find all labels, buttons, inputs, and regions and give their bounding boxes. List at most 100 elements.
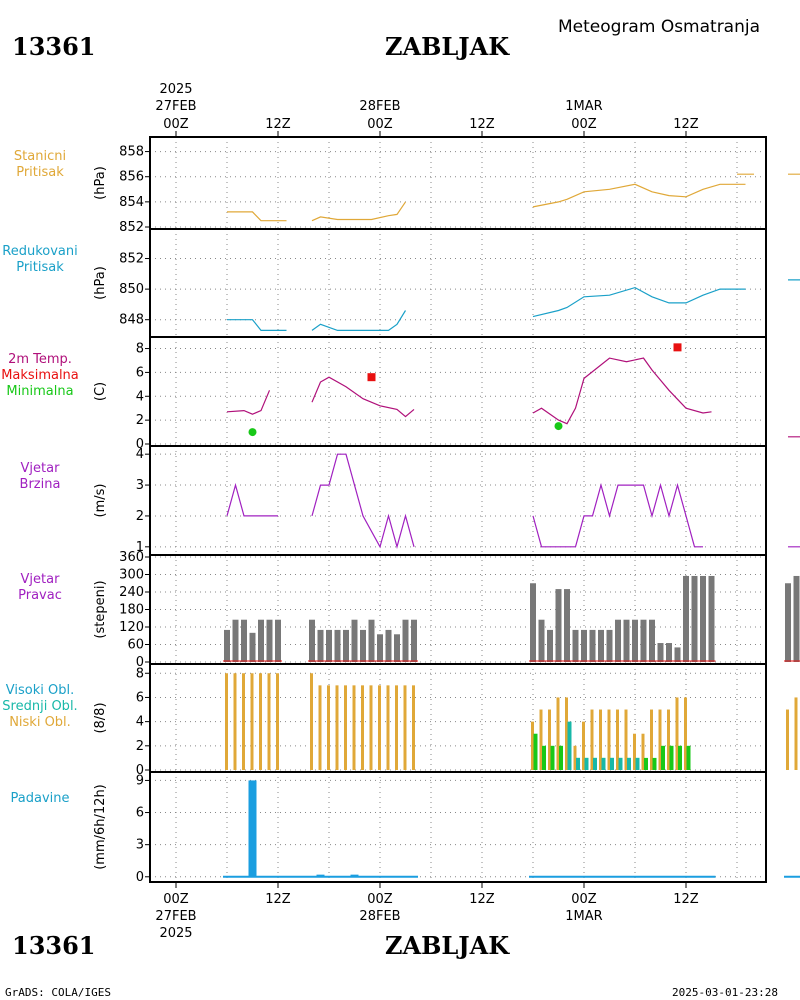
cloud-bar-orange: [259, 673, 262, 770]
y-tick-label: 6: [136, 690, 144, 705]
wind-direction-bar: [241, 619, 247, 662]
y-tick-label: 8: [136, 342, 144, 357]
series-line-p4: [788, 546, 800, 548]
wind-direction-bar: [360, 629, 366, 662]
wind-direction-bar: [674, 647, 681, 662]
y-tick-label: 850: [119, 282, 144, 297]
y-tick-label: 6: [136, 365, 144, 380]
cloud-bar-orange: [250, 673, 254, 770]
cloud-bar-teal: [593, 757, 597, 770]
y-tick-label: 2: [136, 509, 144, 524]
x-hour-label-top: 12Z: [673, 117, 699, 132]
panel-title-p3: Minimalna: [6, 384, 73, 399]
series-line-p3: [532, 357, 712, 425]
panel-title-p5: Vjetar: [21, 572, 61, 587]
cloud-bar-orange: [675, 697, 679, 770]
cloud-bar-orange: [267, 673, 271, 770]
cloud-bar-orange: [548, 709, 551, 770]
y-tick-label: 852: [119, 252, 144, 267]
x-hour-label-top: 00Z: [367, 117, 393, 132]
wind-direction-bar: [589, 629, 596, 662]
cloud-bar-orange: [242, 673, 245, 770]
cloud-bar-orange: [650, 709, 653, 770]
precip-bar: [350, 874, 359, 877]
x-date-label-bottom: 1MAR: [565, 909, 602, 924]
series-line-p2: [532, 286, 746, 318]
y-tick-label: 4: [136, 447, 144, 462]
y-tick-label: 854: [119, 195, 144, 210]
wind-direction-bar: [657, 643, 664, 662]
footer-credit: GrADS: COLA/IGES: [5, 986, 111, 999]
cloud-bar-orange: [369, 685, 373, 770]
x-hour-label-bottom: 00Z: [367, 892, 393, 907]
wind-direction-bar: [555, 589, 562, 662]
cloud-bar-orange: [395, 685, 398, 770]
panel-title-p6: Visoki Obl.: [6, 683, 74, 698]
cloud-bar-orange: [565, 697, 568, 770]
cloud-bar-green: [652, 757, 657, 770]
cloud-bar-orange: [386, 685, 390, 770]
y-tick-label: 0: [136, 655, 144, 670]
cloud-bar-orange: [276, 673, 279, 770]
wind-direction-bar: [632, 619, 638, 662]
x-hour-label-bottom: 12Z: [469, 892, 495, 907]
wind-direction-bar: [623, 619, 630, 662]
wind-direction-bar: [530, 583, 536, 662]
y-tick-label: 848: [119, 313, 144, 328]
wind-direction-bar: [564, 589, 570, 662]
cloud-bar-green: [669, 745, 674, 770]
cloud-bar-orange: [786, 709, 789, 770]
cloud-bar-orange: [582, 721, 585, 770]
wind-direction-bar: [700, 575, 706, 662]
wind-direction-bar: [785, 583, 791, 662]
y-tick-label: 120: [119, 620, 144, 635]
series-line-p1: [532, 183, 746, 208]
unit-label-p5: (stepeni): [93, 580, 108, 638]
series-line-p4: [532, 482, 703, 548]
cloud-bar-teal: [584, 757, 589, 770]
cloud-bar-orange: [599, 709, 602, 770]
cloud-bar-teal: [601, 757, 606, 770]
station-name-bottom: ZABLJAK: [385, 931, 510, 960]
panel-title-p1: Pritisak: [16, 165, 64, 180]
x-date-label-top: 28FEB: [359, 99, 400, 114]
wind-direction-bar: [224, 629, 230, 662]
year-label-bottom: 2025: [159, 926, 192, 941]
panel-title-p4: Vjetar: [21, 461, 61, 476]
unit-label-p6: (8/8): [93, 702, 108, 733]
panel-title-p1: Stanicni: [14, 149, 66, 164]
panel-title-p6: Niski Obl.: [9, 715, 71, 730]
cloud-bar-orange: [590, 709, 594, 770]
wind-direction-bar: [606, 629, 613, 662]
cloud-bar-teal: [610, 757, 614, 770]
cloud-bar-orange: [344, 685, 347, 770]
cloud-bar-green: [678, 745, 682, 770]
wind-direction-bar: [343, 629, 349, 662]
wind-direction-bar: [258, 619, 264, 662]
series-line-p3: [311, 376, 415, 418]
precip-bar: [248, 780, 257, 877]
series-line-p2: [227, 319, 287, 331]
wind-direction-bar: [275, 619, 281, 662]
y-tick-label: 300: [119, 568, 144, 583]
series-line-p3: [226, 390, 271, 415]
panel-frame-p7: [149, 771, 767, 883]
unit-label-p1: (hPa): [93, 166, 108, 200]
wind-direction-bar: [649, 619, 655, 662]
wind-direction-bar: [377, 634, 383, 662]
panel-frame-p1: [149, 136, 767, 230]
min-temp-marker: [248, 428, 257, 437]
min-temp-marker: [554, 422, 563, 431]
axes-layer: 852854856858(hPa)StanicniPritisak8488508…: [1, 82, 767, 941]
cloud-bar-teal: [618, 757, 623, 770]
data-layer: [223, 173, 800, 878]
y-tick-label: 2: [136, 739, 144, 754]
x-hour-label-bottom: 00Z: [163, 892, 189, 907]
wind-direction-bar: [691, 575, 698, 662]
x-hour-label-bottom: 12Z: [673, 892, 699, 907]
max-temp-marker: [367, 373, 376, 382]
meteogram-subtitle: Meteogram Osmatranja: [558, 17, 760, 37]
y-tick-label: 0: [136, 763, 144, 778]
cloud-bar-teal: [567, 721, 572, 770]
x-hour-label-top: 00Z: [571, 117, 597, 132]
